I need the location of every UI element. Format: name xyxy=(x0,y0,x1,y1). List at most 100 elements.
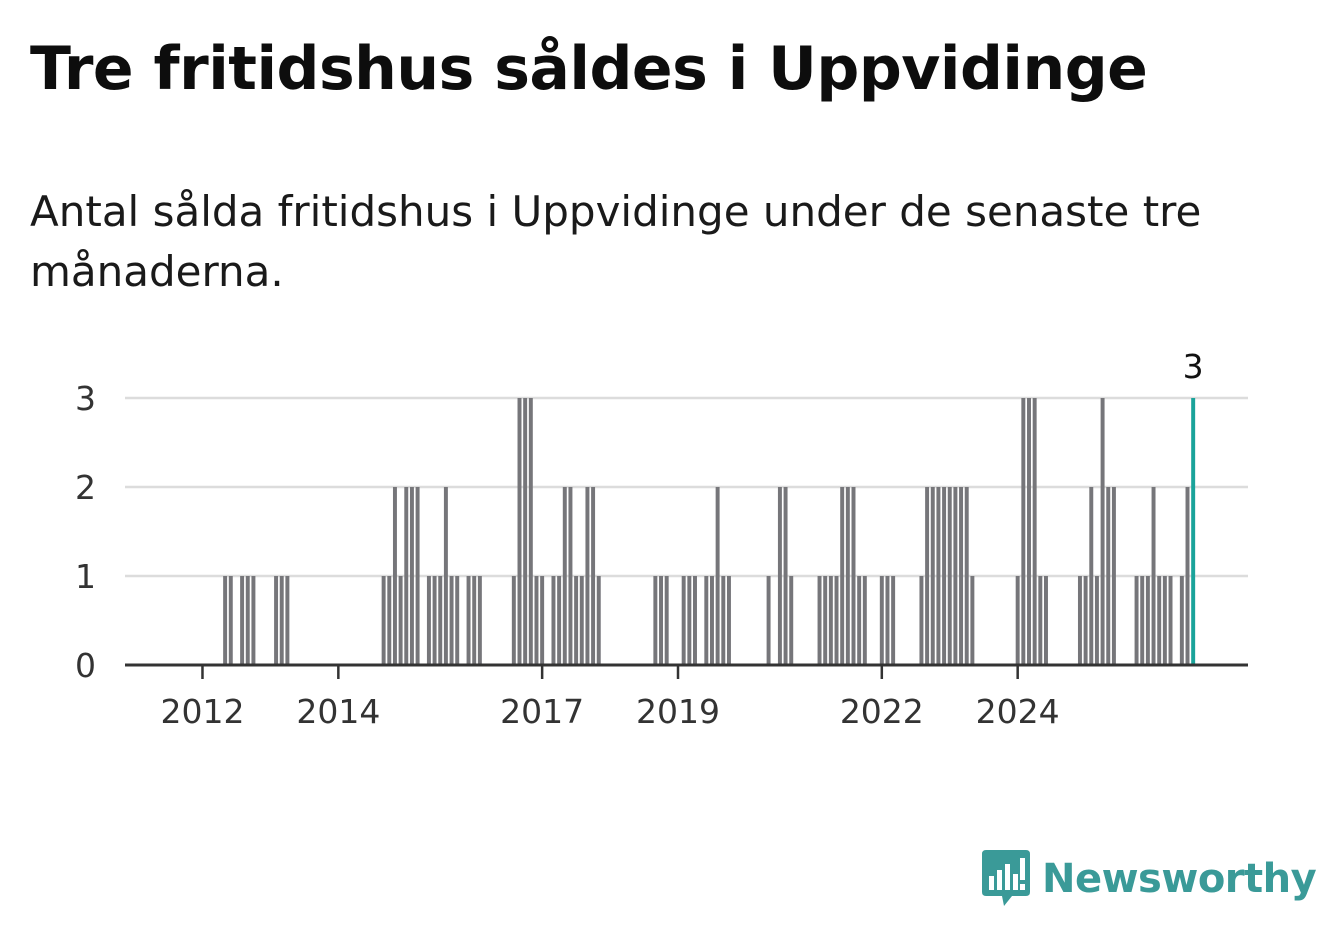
bar xyxy=(404,487,409,665)
bar xyxy=(1015,576,1020,665)
bar xyxy=(721,576,726,665)
bar xyxy=(517,398,522,665)
bar xyxy=(477,576,482,665)
bar xyxy=(1089,487,1094,665)
bar xyxy=(574,576,579,665)
bar xyxy=(1185,487,1190,665)
bar xyxy=(387,576,392,665)
bar xyxy=(664,576,669,665)
y-axis-ticks: 0 1 2 3 xyxy=(75,379,96,685)
bar xyxy=(409,487,414,665)
bar xyxy=(851,487,856,665)
bar xyxy=(449,576,454,665)
bar xyxy=(953,487,958,665)
bar xyxy=(726,576,731,665)
gridlines xyxy=(125,396,1248,578)
bar xyxy=(1027,398,1031,665)
bar xyxy=(823,576,828,665)
y-tick-label: 2 xyxy=(75,468,96,507)
bar xyxy=(1032,398,1037,665)
bar xyxy=(1140,576,1145,665)
x-tick-label: 2024 xyxy=(976,692,1060,731)
bar xyxy=(392,487,397,665)
bar xyxy=(834,576,839,665)
bar xyxy=(438,576,443,665)
bar xyxy=(817,576,822,665)
bar xyxy=(777,487,782,665)
bar xyxy=(426,576,431,665)
bar xyxy=(1134,576,1139,665)
bar xyxy=(715,487,720,665)
bar xyxy=(1179,576,1184,665)
bar xyxy=(1077,576,1082,665)
bar xyxy=(432,576,437,665)
bar xyxy=(709,576,714,665)
bar xyxy=(1111,487,1116,665)
x-tick-label: 2014 xyxy=(296,692,380,731)
bar xyxy=(828,576,833,665)
bar xyxy=(596,576,601,665)
bar xyxy=(925,487,930,665)
x-tick-label: 2012 xyxy=(160,692,244,731)
bar xyxy=(789,576,794,665)
bar xyxy=(885,576,890,665)
bar xyxy=(511,576,516,665)
bars xyxy=(223,398,1196,665)
newsworthy-logo-text: Newsworthy xyxy=(1042,856,1317,902)
bar xyxy=(681,576,686,665)
bar xyxy=(443,487,448,665)
bar xyxy=(653,576,658,665)
bar xyxy=(936,487,941,665)
bar xyxy=(223,576,228,665)
bar xyxy=(551,576,556,665)
bar xyxy=(693,576,697,665)
bar xyxy=(970,576,975,665)
bar xyxy=(228,576,233,665)
bar xyxy=(1044,576,1048,665)
bar xyxy=(585,487,590,665)
x-tick-label: 2019 xyxy=(636,692,720,731)
bar-highlight xyxy=(1191,398,1196,665)
x-tick-label: 2022 xyxy=(840,692,924,731)
bar xyxy=(472,576,477,665)
bar xyxy=(1106,487,1111,665)
bar xyxy=(930,487,935,665)
bar xyxy=(1145,576,1150,665)
latest-value-label: 3 xyxy=(1183,347,1204,386)
bar xyxy=(919,576,924,665)
chart-subtitle: Antal sålda fritidshus i Uppvidinge unde… xyxy=(30,187,1202,296)
bar xyxy=(862,576,867,665)
bar xyxy=(1162,576,1167,665)
bar xyxy=(840,487,845,665)
bar xyxy=(964,487,969,665)
chart-title: Tre fritidshus såldes i Uppvidinge xyxy=(30,34,1148,104)
bar xyxy=(251,576,256,665)
bar xyxy=(783,487,788,665)
y-tick-label: 1 xyxy=(75,557,96,596)
bar xyxy=(579,576,584,665)
bar xyxy=(942,487,947,665)
bar xyxy=(1100,398,1105,665)
bar xyxy=(540,576,545,665)
bar xyxy=(845,487,850,665)
bar xyxy=(879,576,884,665)
bar xyxy=(279,576,284,665)
bar xyxy=(766,576,771,665)
x-tick-label: 2017 xyxy=(500,692,584,731)
bar xyxy=(1157,576,1162,665)
bar xyxy=(285,576,290,665)
bar xyxy=(466,576,471,665)
bar xyxy=(562,487,567,665)
bar xyxy=(857,576,862,665)
bar xyxy=(534,576,539,665)
bar xyxy=(245,576,250,665)
bar xyxy=(455,576,460,665)
bar xyxy=(687,576,692,665)
bar xyxy=(557,576,562,665)
bar xyxy=(568,487,573,665)
bar xyxy=(528,398,533,665)
bar xyxy=(1021,398,1026,665)
bar xyxy=(1083,576,1088,665)
bar xyxy=(591,487,596,665)
bar xyxy=(704,576,709,665)
